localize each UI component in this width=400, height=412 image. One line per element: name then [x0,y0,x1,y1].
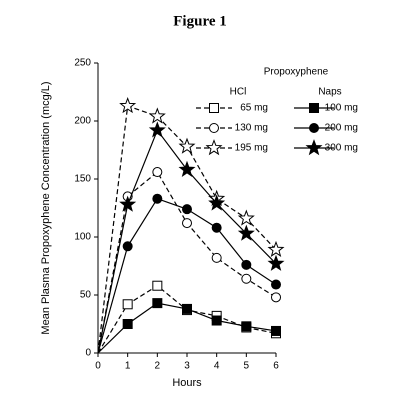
y-tick-label: 100 [74,232,91,243]
marker [148,121,166,138]
marker [122,299,133,310]
marker [178,160,196,177]
legend-label: 100 mg [325,103,358,114]
legend-column-title: Naps [318,87,341,98]
marker [178,137,196,154]
y-tick-label: 250 [74,58,91,69]
marker [271,325,281,336]
marker [211,222,222,233]
marker [241,273,252,284]
y-tick-label: 0 [85,348,91,359]
legend-column-title: HCl [230,87,247,98]
marker [122,319,133,329]
legend-title: Propoxyphene [264,67,329,78]
x-tick-label: 2 [155,361,161,372]
legend-marker [305,139,323,156]
legend-marker [209,123,219,133]
legend-marker [205,139,223,156]
x-axis-label: Hours [172,377,202,389]
legend-label: 200 mg [325,123,358,134]
marker [152,193,163,204]
marker [182,218,192,229]
legend-marker [309,103,319,113]
x-tick-label: 6 [273,361,279,372]
x-tick-label: 5 [244,361,250,372]
chart-title: Figure 1 [173,13,226,29]
marker [152,167,163,178]
x-tick-label: 1 [125,361,131,372]
legend-label: 195 mg [235,143,268,154]
marker [152,298,163,309]
y-tick-label: 50 [80,290,92,301]
marker [182,303,192,314]
marker [152,280,163,291]
marker [208,194,226,211]
marker [271,292,281,303]
marker [241,259,252,270]
x-tick-label: 3 [184,361,190,372]
marker [148,107,166,124]
marker [267,240,285,257]
marker [122,241,133,252]
marker [119,96,137,114]
y-tick-label: 200 [74,116,91,127]
x-tick-label: 4 [214,361,220,372]
marker [267,254,285,271]
legend-label: 300 mg [325,143,358,154]
marker [211,315,222,326]
marker [119,195,137,212]
legend-label: 65 mg [240,103,268,114]
legend-marker [309,123,319,133]
marker [237,224,255,241]
marker [241,321,252,332]
marker [182,204,192,215]
marker [271,279,281,290]
legend-label: 130 mg [235,123,268,134]
marker [211,252,222,263]
legend-marker [209,103,219,113]
y-tick-label: 150 [74,174,91,185]
y-axis-label: Mean Plasma Propoxyphene Concentration (… [40,81,52,334]
marker [237,209,255,226]
x-tick-label: 0 [95,361,101,372]
